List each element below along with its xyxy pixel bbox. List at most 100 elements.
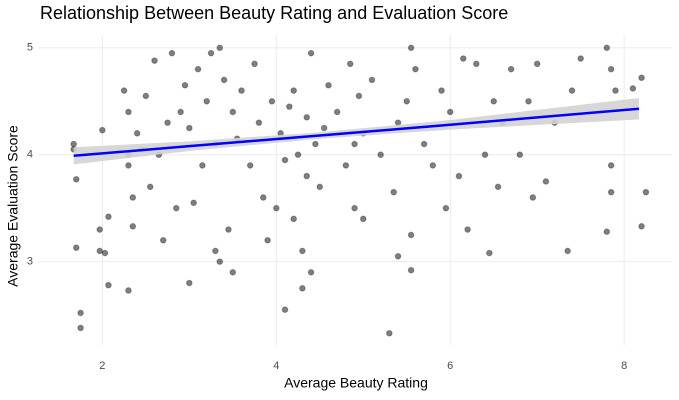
point — [220, 76, 228, 84]
point — [125, 287, 132, 294]
point — [142, 92, 150, 100]
x-tick-label: 8 — [621, 360, 627, 372]
point — [455, 172, 463, 180]
point — [105, 213, 112, 221]
point — [101, 249, 109, 257]
point — [529, 194, 537, 201]
point — [386, 329, 393, 337]
point — [407, 266, 415, 274]
point — [464, 226, 471, 233]
point — [216, 258, 224, 265]
point — [199, 162, 206, 169]
point — [542, 178, 550, 185]
point — [407, 231, 415, 239]
point — [259, 194, 267, 201]
point — [177, 108, 184, 116]
point — [303, 172, 311, 180]
point — [207, 49, 215, 57]
point — [186, 279, 193, 287]
point — [120, 87, 128, 94]
point — [607, 65, 615, 73]
point — [490, 97, 498, 105]
point — [268, 97, 276, 105]
point — [168, 49, 176, 57]
point — [481, 151, 489, 159]
regression-line — [73, 107, 640, 158]
point — [316, 183, 324, 191]
point — [473, 60, 480, 68]
point — [294, 151, 302, 159]
point — [333, 108, 341, 116]
point — [146, 183, 154, 191]
point — [312, 140, 319, 148]
point — [164, 119, 171, 126]
point — [290, 87, 297, 94]
point — [403, 97, 411, 105]
point — [133, 130, 141, 137]
point — [251, 60, 258, 68]
point — [246, 162, 254, 169]
x-axis-title: Average Beauty Rating — [284, 375, 428, 391]
point — [129, 223, 137, 230]
point — [159, 236, 167, 244]
point — [612, 87, 619, 94]
point — [264, 236, 271, 244]
point — [229, 108, 237, 116]
point — [186, 124, 193, 132]
point — [96, 226, 104, 233]
y-tick-label: 3 — [27, 256, 33, 268]
point — [446, 108, 454, 116]
point — [320, 124, 328, 132]
point — [564, 247, 571, 255]
point — [516, 151, 524, 159]
confidence-band — [73, 98, 639, 165]
point — [299, 247, 306, 255]
point — [486, 249, 493, 257]
point — [272, 204, 280, 212]
point — [194, 65, 202, 73]
point — [607, 162, 615, 169]
point — [638, 223, 645, 230]
point — [125, 162, 132, 169]
point — [438, 87, 445, 94]
x-tick-label: 2 — [99, 360, 105, 372]
point — [151, 57, 158, 64]
point — [412, 65, 419, 73]
point — [125, 108, 132, 116]
point — [407, 44, 415, 52]
point — [346, 60, 354, 68]
point — [638, 74, 645, 82]
point — [325, 81, 332, 89]
point — [172, 204, 180, 212]
point — [429, 162, 437, 169]
point — [70, 140, 77, 148]
point — [390, 188, 398, 196]
point — [494, 183, 502, 191]
point — [190, 199, 197, 207]
point — [129, 194, 137, 201]
y-tick-label: 4 — [27, 149, 33, 161]
point — [281, 156, 289, 164]
y-tick-label: 5 — [27, 42, 33, 54]
chart-title: Relationship Between Beauty Rating and E… — [40, 3, 508, 23]
point — [281, 306, 289, 314]
point — [229, 269, 237, 276]
point — [351, 140, 358, 148]
point — [286, 103, 293, 110]
point — [568, 87, 576, 94]
point — [507, 65, 515, 73]
x-tick-label: 4 — [273, 360, 279, 372]
point — [238, 87, 245, 94]
point — [203, 97, 211, 105]
point — [72, 244, 80, 252]
point — [105, 281, 112, 289]
point — [368, 76, 376, 84]
point — [307, 49, 315, 57]
point — [577, 55, 584, 62]
point — [525, 97, 532, 105]
point — [394, 252, 402, 260]
point — [459, 55, 467, 62]
point — [342, 162, 350, 169]
point — [225, 226, 232, 233]
